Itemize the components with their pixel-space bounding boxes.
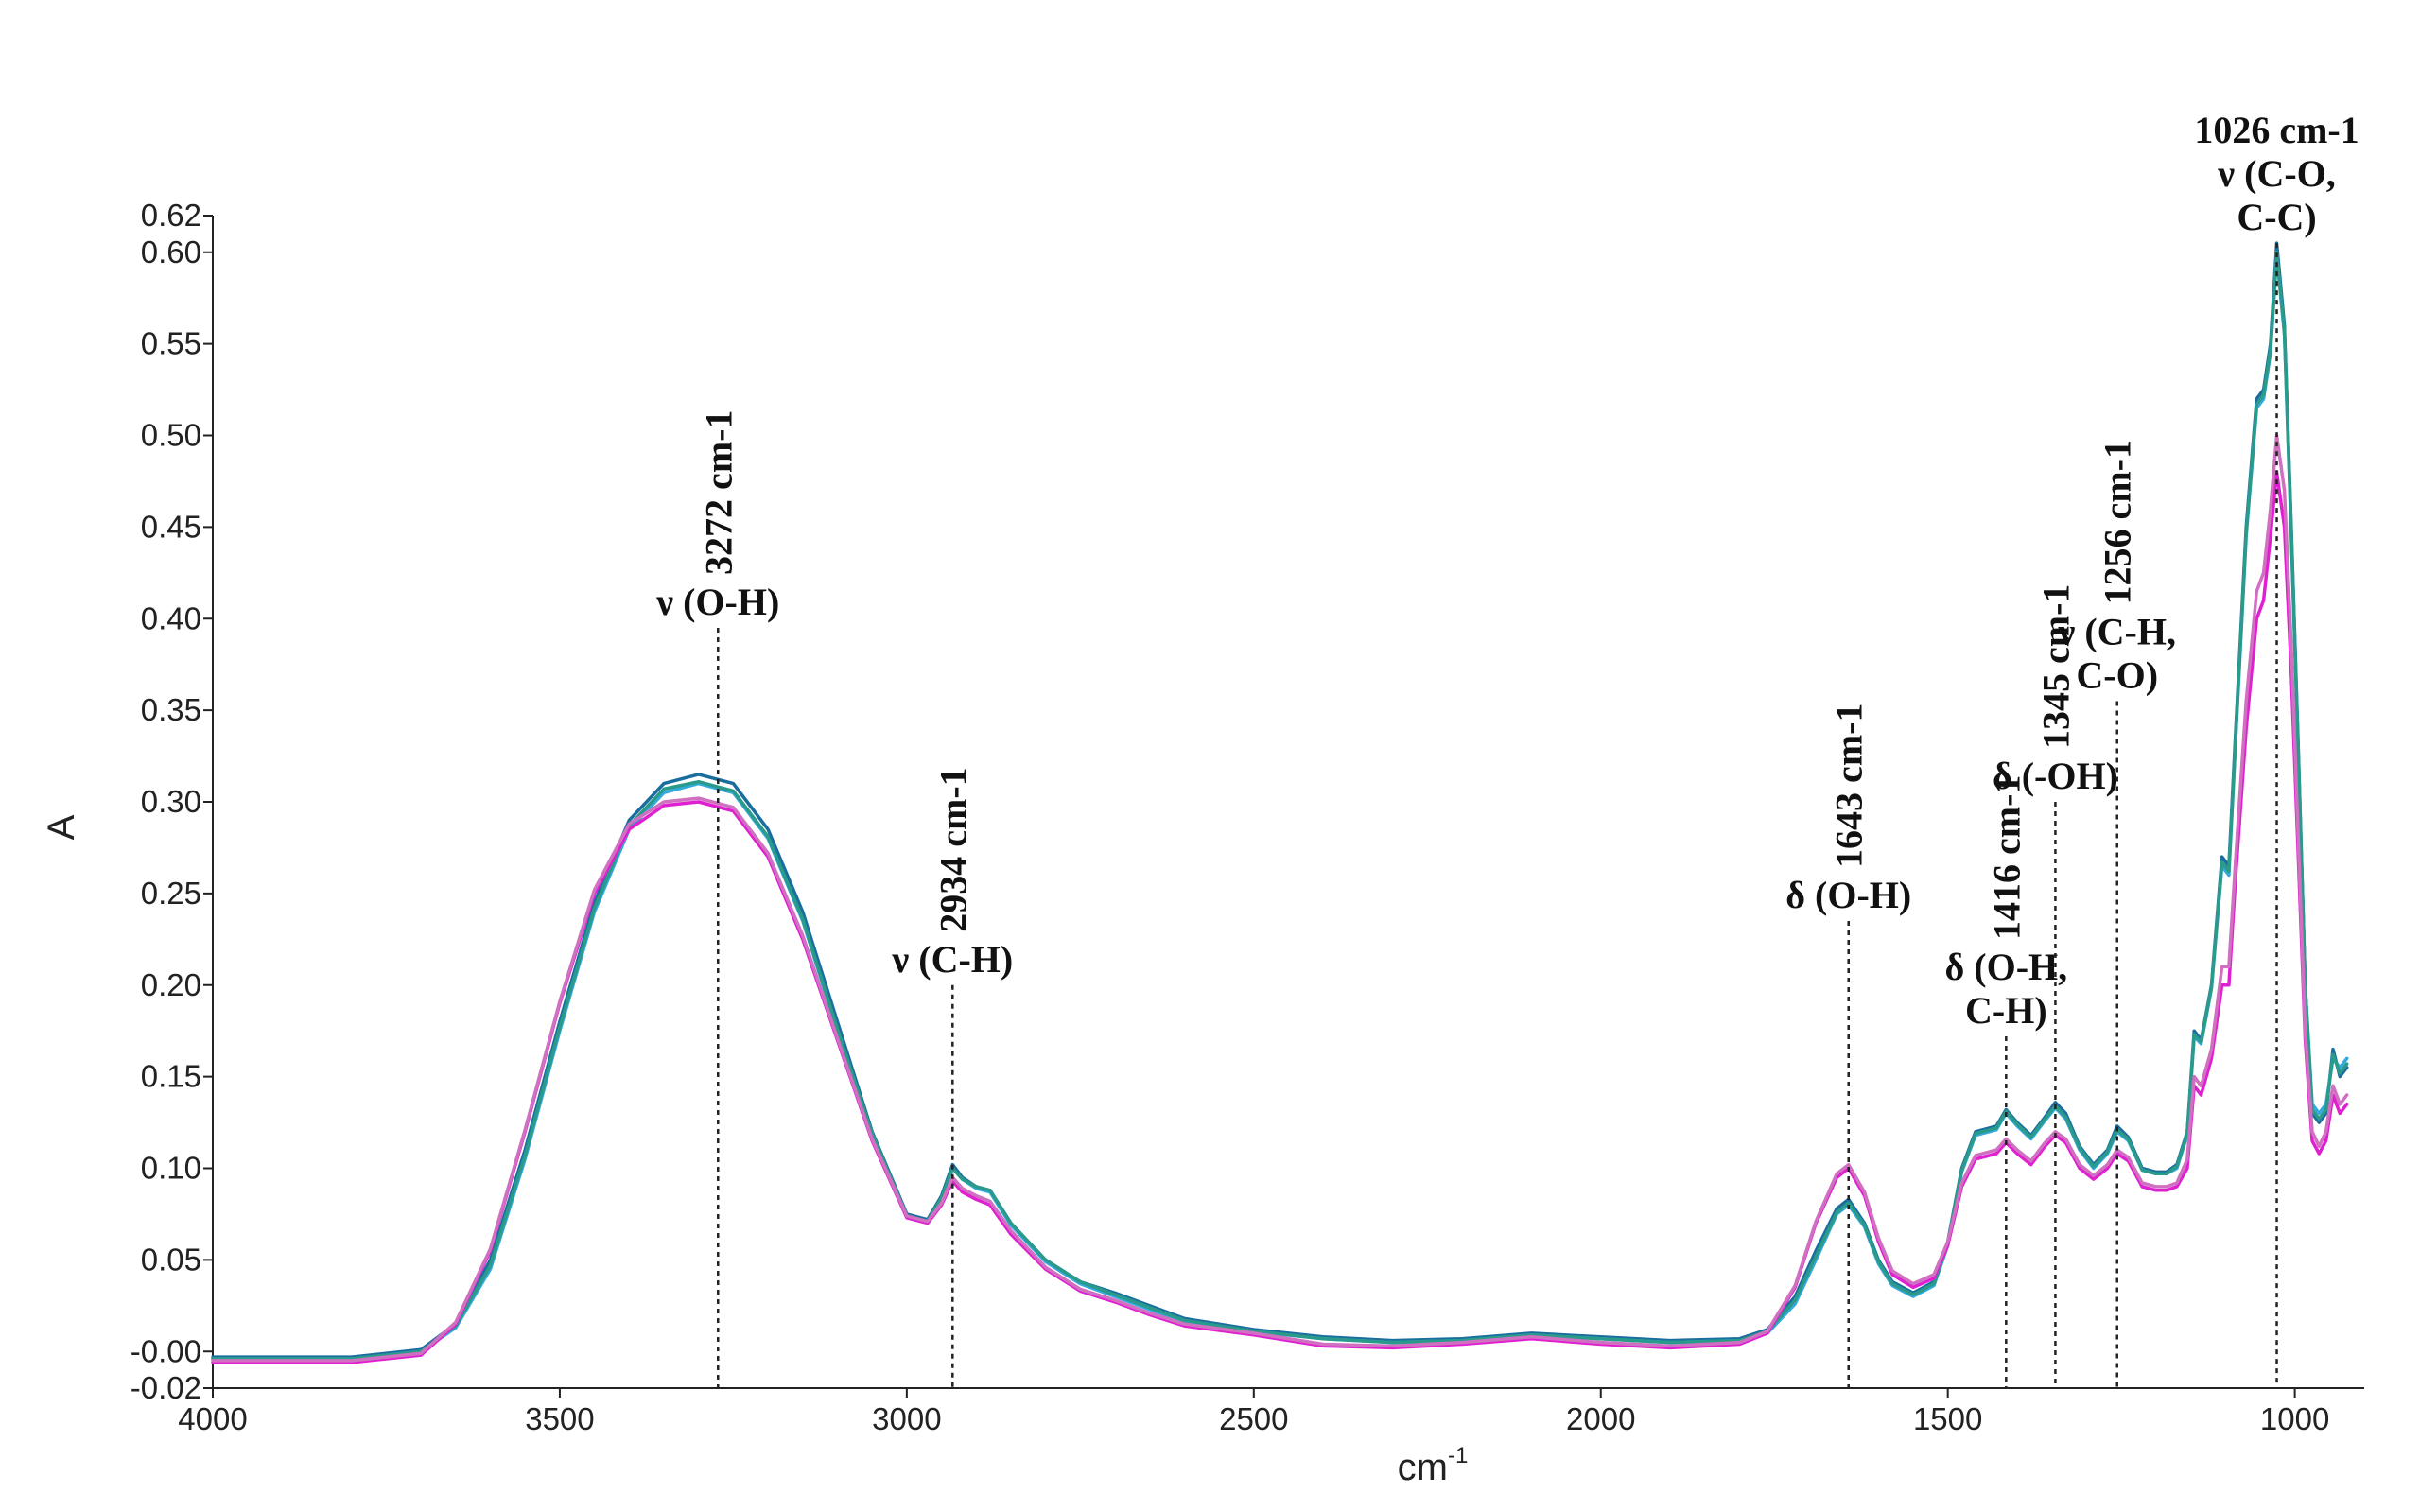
y-tick-label: 0.10 xyxy=(141,1151,201,1186)
y-tick-label: 0.60 xyxy=(141,235,201,269)
x-tick-label: 4000 xyxy=(178,1401,247,1436)
peak-assignment-label: δ (O-H) xyxy=(1785,874,1911,916)
x-tick-label: 2500 xyxy=(1219,1401,1288,1436)
y-tick-label: -0.02 xyxy=(131,1370,201,1405)
x-axis-label-superscript: -1 xyxy=(1448,1443,1468,1469)
peak-assignment-label: ν (C-H) xyxy=(891,938,1013,981)
y-tick-label: 0.15 xyxy=(141,1059,201,1094)
y-tick-label: 0.25 xyxy=(141,876,201,911)
y-tick-label: 0.05 xyxy=(141,1242,201,1277)
spectrum-series-group xyxy=(211,241,2349,1364)
peak-assignment-label: C-O) xyxy=(2076,653,2158,696)
peak-wavenumber-label: 2934 cm-1 xyxy=(931,767,974,931)
y-tick-label: 0.50 xyxy=(141,418,201,453)
peak-assignment-label: δ (O-H, xyxy=(1945,946,2068,988)
y-tick-label: -0.00 xyxy=(131,1333,201,1368)
y-tick-label: 0.40 xyxy=(141,600,201,635)
x-axis-label-base: cm xyxy=(1398,1447,1448,1488)
axes: 0.620.60 0.55 0.50 0.45 0.40 0.35 0.30 0.25 0.20… xyxy=(131,198,2364,1436)
peak-assignment-label: C-H) xyxy=(1965,989,2047,1032)
spectrum-series-5 xyxy=(211,433,2349,1363)
x-tick-label: 3000 xyxy=(872,1401,941,1436)
peak-wavenumber-label: 1416 cm-1 xyxy=(1985,775,2028,940)
x-tick-label: 2000 xyxy=(1566,1401,1635,1436)
x-tick-label: 3500 xyxy=(525,1401,594,1436)
x-tick-label: 1000 xyxy=(2260,1401,2329,1436)
y-tick-label: 0.20 xyxy=(141,967,201,1002)
peak-assignment-label: ν (C-H, xyxy=(2057,610,2176,652)
peak-wavenumber-label: 1256 cm-1 xyxy=(2097,440,2139,604)
peak-wavenumber-label: 1345 cm-1 xyxy=(2034,584,2077,749)
y-tick-label: 0.45 xyxy=(141,509,201,544)
y-axis-label: A xyxy=(41,814,82,840)
y-tick-label: 0.55 xyxy=(141,326,201,361)
y-tick-label: 0.35 xyxy=(141,692,201,727)
peak-assignment-label: δ (-OH) xyxy=(1993,755,2118,797)
y-tick-label: 0.30 xyxy=(141,784,201,819)
peak-annotations: ν (O-H) 3272 cm-1 ν (C-H) 2934 cm-1 δ (O-H) 1… xyxy=(655,109,2359,1388)
y-tick-label: 0.62 xyxy=(141,198,201,233)
x-tick-label: 1500 xyxy=(1913,1401,1982,1436)
spectrum-series-3 xyxy=(211,251,2349,1361)
peak-wavenumber-label: 1026 cm-1 xyxy=(2194,109,2359,151)
peak-wavenumber-label: 1643 cm-1 xyxy=(1828,704,1871,868)
peak-wavenumber-label: 3272 cm-1 xyxy=(697,410,740,575)
peak-assignment-label: C-C) xyxy=(2237,196,2316,238)
x-axis-label: cm-1 xyxy=(1398,1443,1469,1488)
peak-assignment-label: ν (C-O, xyxy=(2217,152,2336,195)
peak-assignment-label: ν (O-H) xyxy=(655,581,779,623)
